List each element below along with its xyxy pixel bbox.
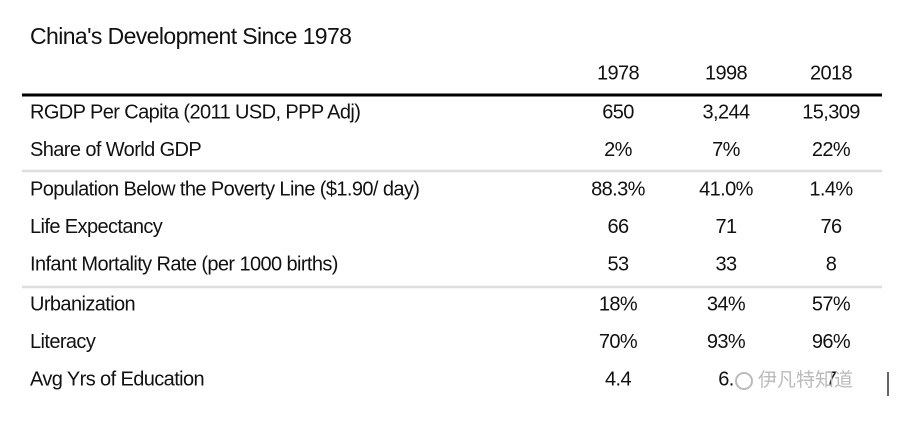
row-label: Share of World GDP (30, 139, 201, 161)
watermark: 伊凡特知道 (758, 369, 853, 391)
column-header: 1978 (597, 62, 640, 84)
column-header: 1998 (705, 62, 748, 84)
cell-value: 66 (607, 216, 629, 238)
cell-value: 88.3% (591, 178, 646, 200)
row-label: Population Below the Poverty Line ($1.90… (30, 178, 419, 200)
cell-value: 3,244 (702, 101, 750, 123)
row-label: RGDP Per Capita (2011 USD, PPP Adj) (30, 101, 360, 123)
column-header: 2018 (810, 62, 853, 84)
cell-value: 96% (812, 331, 851, 353)
cell-value: 34% (707, 293, 746, 315)
cell-value: 57% (812, 293, 851, 315)
cell-value: 18% (599, 293, 638, 315)
cell-value: 70% (599, 331, 638, 353)
cell-value: 4.4 (605, 368, 631, 390)
cell-value: 650 (602, 101, 634, 123)
row-label: Literacy (30, 331, 96, 353)
cell-value: 2% (604, 139, 633, 161)
cell-value: 15,309 (802, 101, 860, 123)
row-label: Avg Yrs of Education (30, 368, 204, 390)
title: China's Development Since 1978 (30, 23, 351, 49)
cell-value: 71 (715, 216, 737, 238)
cell-value: 41.0% (699, 178, 754, 200)
cell-value: 33 (715, 253, 737, 275)
row-label: Life Expectancy (30, 216, 163, 238)
row-label: Urbanization (30, 293, 135, 315)
cell-value: 76 (820, 216, 842, 238)
row-label: Infant Mortality Rate (per 1000 births) (30, 253, 338, 275)
cell-value: 93% (707, 331, 746, 353)
cell-value: 7% (712, 139, 741, 161)
cell-value: 53 (607, 253, 629, 275)
cell-value: 22% (812, 139, 851, 161)
watermark-icon (735, 372, 753, 390)
cell-value: 7 (826, 368, 837, 390)
cell-value: 6. (718, 368, 733, 390)
cell-value: 1.4% (809, 178, 853, 200)
cell-value: 8 (826, 253, 837, 275)
